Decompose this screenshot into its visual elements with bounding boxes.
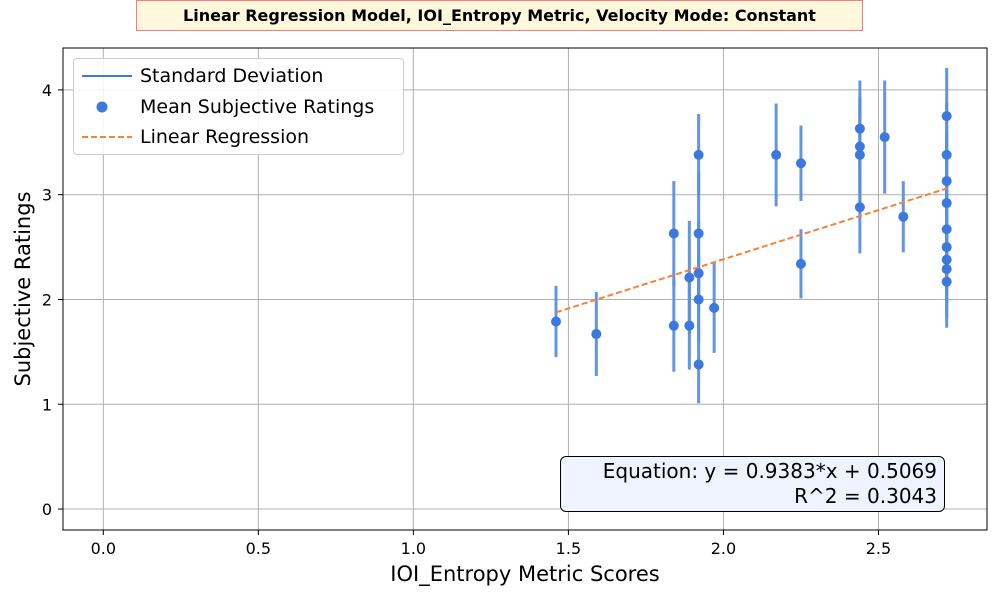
chart-title: Linear Regression Model, IOI_Entropy Met… — [136, 0, 863, 31]
y-tick-label: 0 — [42, 500, 52, 519]
data-point — [693, 294, 704, 305]
data-point — [693, 149, 704, 160]
data-point — [879, 132, 890, 143]
data-point — [591, 329, 602, 340]
data-point — [898, 211, 909, 222]
data-point — [941, 224, 952, 235]
data-point — [941, 149, 952, 160]
y-axis-label: Subjective Ratings — [11, 191, 35, 386]
y-tick-label: 2 — [42, 290, 52, 309]
regression-line — [555, 187, 947, 314]
data-point — [941, 111, 952, 122]
data-point — [854, 202, 865, 213]
legend-label: Linear Regression — [140, 126, 310, 148]
legend-item-standard-deviation: Standard Deviation — [74, 61, 323, 91]
data-points — [551, 111, 952, 370]
regression-line-group — [555, 187, 947, 314]
x-tick-label: 2.5 — [866, 539, 891, 558]
legend-item-mean-ratings: Mean Subjective Ratings — [74, 92, 374, 122]
data-point — [709, 302, 720, 313]
data-point — [854, 141, 865, 152]
data-point — [684, 320, 695, 331]
data-point — [854, 123, 865, 134]
x-axis-label: IOI_Entropy Metric Scores — [390, 562, 659, 587]
legend-label: Mean Subjective Ratings — [140, 96, 375, 118]
y-tick-label: 4 — [42, 81, 52, 100]
data-point — [693, 359, 704, 370]
x-tick-label: 0.5 — [246, 539, 271, 558]
data-point — [693, 268, 704, 279]
data-point — [551, 316, 562, 327]
data-point — [854, 149, 865, 160]
r-squared-text: R^2 = 0.3043 — [794, 484, 937, 508]
y-tick-label: 3 — [42, 186, 52, 205]
y-tick-label: 1 — [42, 395, 52, 414]
data-point — [941, 264, 952, 275]
legend-line-swatch — [74, 61, 140, 91]
legend-item-linear-regression: Linear Regression — [74, 122, 309, 152]
data-point — [684, 272, 695, 283]
error-bars — [554, 67, 949, 404]
legend-label: Standard Deviation — [140, 65, 324, 87]
legend: Standard Deviation Mean Subjective Ratin… — [73, 58, 404, 155]
x-tick-label: 1.0 — [401, 539, 426, 558]
data-point — [795, 158, 806, 169]
x-tick-label: 0.0 — [91, 539, 116, 558]
x-axis-ticks: 0.0 0.5 1.0 1.5 2.0 2.5 — [91, 530, 891, 558]
data-point — [941, 176, 952, 187]
data-point — [941, 198, 952, 209]
data-point — [795, 258, 806, 269]
data-point — [941, 276, 952, 287]
legend-marker-swatch — [74, 92, 140, 122]
equation-text: Equation: y = 0.9383*x + 0.5069 — [602, 459, 937, 483]
data-point — [771, 149, 782, 160]
data-point — [941, 242, 952, 253]
data-point — [668, 228, 679, 239]
equation-annotation: Equation: y = 0.9383*x + 0.5069 R^2 = 0.… — [560, 456, 945, 512]
data-point — [668, 320, 679, 331]
legend-dashed-swatch — [74, 122, 140, 152]
y-axis-ticks: 0 1 2 3 4 — [42, 81, 63, 519]
x-tick-label: 2.0 — [711, 539, 736, 558]
x-tick-label: 1.5 — [556, 539, 581, 558]
data-point — [693, 228, 704, 239]
plot-area-frame — [62, 47, 988, 531]
data-point — [941, 254, 952, 265]
